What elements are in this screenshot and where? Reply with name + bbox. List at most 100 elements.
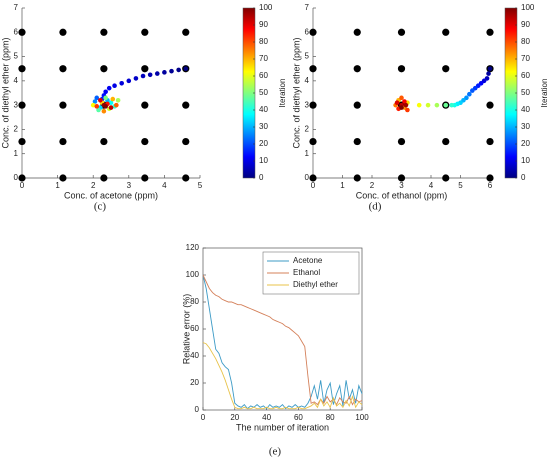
colorbar-tick-label: 50: [521, 88, 530, 97]
x-tick-label: 60: [294, 413, 303, 422]
trajectory-point: [114, 102, 119, 108]
y-tick-label: 20: [190, 378, 199, 387]
y-tick-label: 7: [14, 3, 19, 12]
grid-point: [100, 137, 108, 146]
trajectory-point: [487, 66, 493, 72]
colorbar-tick-label: 0: [521, 173, 526, 182]
grid-point: [353, 65, 361, 73]
grid-point: [18, 28, 26, 36]
colorbar-tick-label: 40: [259, 105, 268, 114]
grid-point: [397, 65, 406, 73]
grid-point: [59, 174, 67, 182]
trajectory-point: [119, 80, 124, 86]
series-line: [202, 342, 363, 410]
x-tick-label: 6: [488, 181, 493, 190]
series-line: [202, 274, 363, 410]
grid-point: [59, 101, 67, 109]
y-tick-label: 7: [305, 3, 310, 12]
y-tick-label: 60: [190, 324, 199, 333]
grid-point: [353, 101, 361, 109]
trajectory-point: [101, 108, 107, 114]
trajectory-point: [470, 88, 475, 93]
legend-label: Acetone: [293, 256, 323, 265]
y-tick-label: 120: [186, 243, 200, 252]
colorbar-label: Iteration: [278, 79, 287, 108]
y-tick-label: 100: [186, 270, 200, 279]
grid-point: [309, 101, 317, 109]
y-axis-label: Conc. of diethyl ether (ppm): [0, 37, 10, 148]
trajectory-point: [106, 85, 112, 91]
trajectory-point: [92, 99, 98, 104]
trajectory-point: [90, 102, 96, 108]
x-axis-label: Conc. of ethanol (ppm): [356, 190, 448, 200]
grid-point: [309, 65, 317, 73]
colorbar-tick-label: 100: [521, 3, 535, 12]
trajectory-point: [112, 83, 117, 89]
legend-label: Ethanol: [293, 268, 320, 277]
x-tick-label: 4: [429, 181, 434, 190]
grid-point: [182, 28, 190, 36]
grid-point: [309, 28, 317, 36]
grid-point: [309, 137, 317, 146]
trajectory-point: [443, 102, 449, 108]
y-tick-label: 4: [14, 76, 19, 85]
trajectory-point: [162, 70, 167, 75]
grid-point: [397, 137, 406, 146]
grid-point: [442, 28, 450, 36]
trajectory-point: [416, 102, 422, 108]
colorbar-tick-label: 80: [259, 37, 268, 46]
colorbar-tick-label: 40: [521, 105, 530, 114]
y-tick-label: 1: [14, 149, 19, 158]
colorbar-tick-label: 20: [259, 139, 268, 148]
grid-point: [353, 28, 361, 36]
x-axis-label: The number of iteration: [236, 422, 329, 432]
trajectory-point: [108, 105, 114, 110]
grid-point: [486, 101, 494, 109]
trajectory-point: [425, 102, 431, 108]
x-tick-label: 1: [55, 181, 60, 190]
colorbar-tick-label: 30: [259, 122, 268, 131]
trajectory-point: [449, 102, 454, 108]
trajectory-point: [147, 72, 153, 78]
grid-point: [18, 65, 26, 73]
y-tick-label: 3: [14, 100, 19, 109]
grid-point: [141, 65, 149, 73]
trajectory-point: [94, 104, 100, 109]
trajectory-point: [103, 104, 108, 109]
caption: (e): [269, 446, 282, 458]
grid-point: [141, 28, 149, 36]
y-tick-label: 2: [305, 125, 310, 134]
trajectory-point: [103, 89, 108, 95]
colorbar-tick-label: 70: [521, 54, 530, 63]
grid-point: [100, 28, 108, 36]
trajectory-point: [110, 96, 116, 102]
trajectory-point: [486, 71, 491, 76]
x-tick-label: 80: [326, 413, 335, 422]
trajectory-point: [467, 91, 472, 97]
trajectory-point: [154, 71, 160, 76]
trajectory-point: [399, 105, 404, 110]
grid-point: [141, 174, 149, 182]
x-tick-label: 3: [127, 181, 132, 190]
colorbar-tick-label: 20: [521, 139, 530, 148]
x-tick-label: 5: [198, 181, 203, 190]
grid-point: [397, 28, 406, 36]
y-tick-label: 0: [195, 405, 200, 414]
colorbar-tick-label: 60: [521, 71, 530, 80]
x-tick-label: 4: [162, 181, 167, 190]
colorbar-tick-label: 90: [259, 20, 268, 29]
x-tick-label: 5: [458, 181, 463, 190]
colorbar-tick-label: 100: [259, 3, 273, 12]
colorbar-tick-label: 90: [521, 20, 530, 29]
grid-point: [141, 137, 149, 146]
trajectory-point: [403, 102, 409, 108]
grid-point: [353, 174, 361, 182]
x-tick-label: 0: [311, 181, 316, 190]
grid-point: [442, 65, 450, 73]
y-axis-label: Relative error (%): [181, 294, 191, 365]
colorbar-tick-label: 60: [259, 71, 268, 80]
x-tick-label: 0: [20, 181, 25, 190]
colorbar-tick-label: 10: [259, 156, 268, 165]
x-tick-label: 1: [340, 181, 345, 190]
grid-point: [486, 174, 494, 182]
